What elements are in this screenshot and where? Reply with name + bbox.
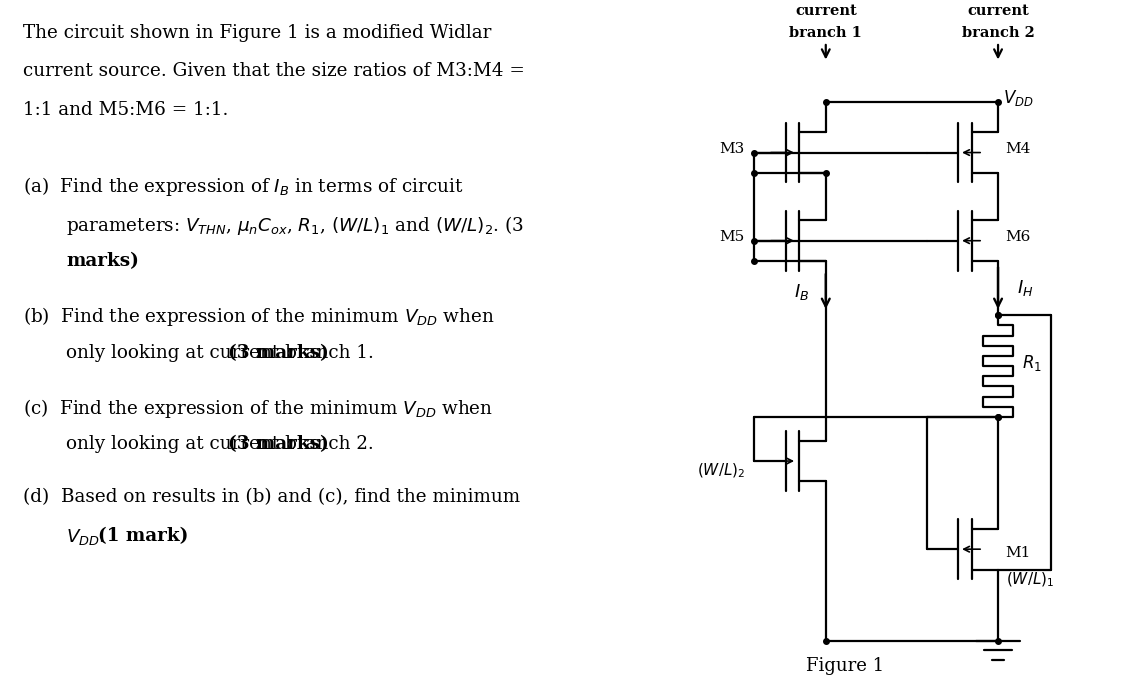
Text: current: current [795,4,857,18]
Text: Figure 1: Figure 1 [805,657,884,675]
Text: (c)  Find the expression of the minimum $V_{DD}$ when: (c) Find the expression of the minimum $… [23,397,493,420]
Text: $(W/L)_1$: $(W/L)_1$ [1006,570,1054,589]
Text: (a)  Find the expression of $I_B$ in terms of circuit: (a) Find the expression of $I_B$ in term… [23,175,464,198]
Text: (b)  Find the expression of the minimum $V_{DD}$ when: (b) Find the expression of the minimum $… [23,305,494,328]
Text: The circuit shown in Figure 1 is a modified Widlar: The circuit shown in Figure 1 is a modif… [23,24,491,42]
Text: M3: M3 [720,142,745,156]
Text: $V_{DD}$: $V_{DD}$ [1003,88,1034,108]
Text: M4: M4 [1006,142,1031,156]
Text: branch 2: branch 2 [961,26,1034,40]
Text: only looking at current branch 2.: only looking at current branch 2. [66,435,379,454]
Text: $I_H$: $I_H$ [1017,278,1033,298]
Text: $V_{DD}$.: $V_{DD}$. [66,527,107,546]
Text: current source. Given that the size ratios of M3:M4 =: current source. Given that the size rati… [23,62,525,81]
Text: branch 1: branch 1 [789,26,862,40]
Text: (1 mark): (1 mark) [98,527,189,545]
Text: (3 marks): (3 marks) [228,344,329,362]
Text: marks): marks) [66,252,139,271]
Text: M6: M6 [1006,231,1031,244]
Text: current: current [967,4,1029,18]
Text: $(W/L)_2$: $(W/L)_2$ [697,462,745,481]
Text: M1: M1 [1006,546,1031,559]
Text: M5: M5 [720,231,745,244]
Text: only looking at current branch 1.: only looking at current branch 1. [66,344,380,362]
Text: parameters: $V_{THN}$, $\mu_n C_{ox}$, $R_1$, $(W/L)_1$ and $(W/L)_2$. (3: parameters: $V_{THN}$, $\mu_n C_{ox}$, $… [66,214,524,237]
Text: $R_1$: $R_1$ [1022,353,1042,373]
Text: $I_B$: $I_B$ [794,281,810,302]
Text: (3 marks): (3 marks) [228,435,329,454]
Text: 1:1 and M5:M6 = 1:1.: 1:1 and M5:M6 = 1:1. [23,101,229,119]
Text: (d)  Based on results in (b) and (c), find the minimum: (d) Based on results in (b) and (c), fin… [23,488,521,506]
